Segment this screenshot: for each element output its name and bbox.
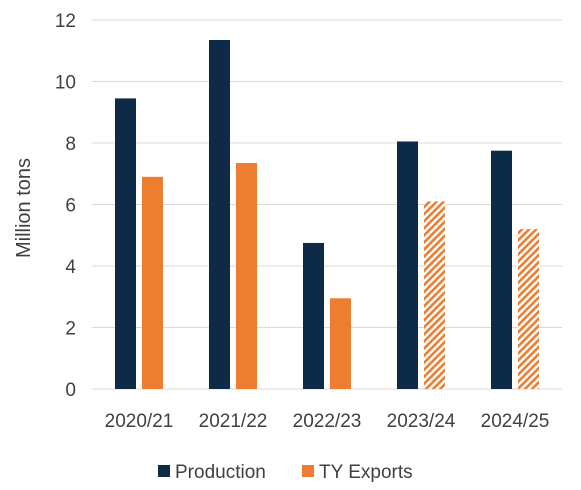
gridlines: [92, 19, 562, 390]
y-tick-label: 2: [65, 319, 76, 340]
x-tick-label: 2020/21: [105, 411, 174, 432]
bar-production-2024-25: [491, 150, 512, 389]
y-tick-label: 12: [55, 11, 76, 32]
bar-ty-exports-2024-25: [518, 229, 539, 389]
x-tick-label: 2021/22: [199, 411, 268, 432]
bars: [115, 39, 539, 390]
y-tick-label: 8: [65, 134, 76, 155]
legend-swatch-ty-exports: [302, 465, 314, 477]
bar-production-2023-24: [397, 141, 418, 389]
y-tick-label: 0: [65, 380, 76, 401]
bar-ty-exports-2021-22: [236, 162, 257, 389]
x-tick-label: 2023/24: [387, 411, 456, 432]
y-axis-title: Million tons: [13, 158, 35, 258]
y-tick-label: 4: [65, 257, 76, 278]
x-axis-ticks: 2020/21 2021/22 2022/23 2023/24 2024/25: [105, 411, 550, 432]
y-tick-label: 10: [55, 73, 76, 94]
legend-swatch-production: [158, 465, 170, 477]
legend: Production TY Exports: [158, 462, 413, 483]
bar-ty-exports-2023-24: [424, 201, 445, 389]
legend-label: Production: [175, 462, 266, 483]
legend-label: TY Exports: [319, 462, 413, 483]
x-tick-label: 2024/25: [481, 411, 550, 432]
bar-production-2021-22: [209, 39, 230, 390]
x-tick-label: 2022/23: [293, 411, 362, 432]
y-tick-label: 6: [65, 196, 76, 217]
bar-ty-exports-2022-23: [330, 298, 351, 389]
bar-ty-exports-2020-21: [142, 176, 163, 389]
bar-production-2020-21: [115, 98, 136, 389]
bar-production-2022-23: [303, 242, 324, 389]
y-axis-ticks: 0 2 4 6 8 10 12: [55, 11, 77, 401]
